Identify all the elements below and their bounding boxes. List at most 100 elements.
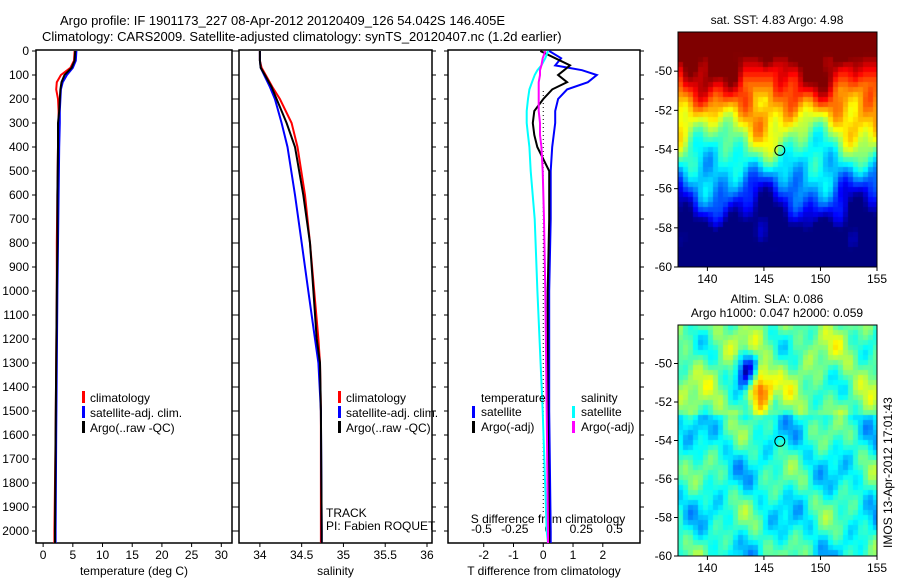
legend-swatch [338,391,341,403]
x-tick-label: 15 [126,548,140,562]
map-y-tick-label: -52 [655,395,673,409]
y-tick-label: 0 [22,44,29,58]
series-line-argo-raw-qc- [258,51,323,543]
y-tick-label: 1000 [2,284,29,298]
map-x-tick-label: 155 [867,561,887,575]
x-tick-label: 20 [155,548,169,562]
imos-timestamp-label: IMOS 13-Apr-2012 17:01:43 [881,397,895,548]
x-tick-label: 2 [599,548,606,562]
legend-label: climatology [90,391,150,405]
sst-map-image [678,32,877,267]
map-subtitle: Argo h1000: 0.047 h2000: 0.059 [691,306,863,320]
map-frame-sla-map [677,324,878,557]
y-tick-label: 700 [9,212,29,226]
legend-label: satellite [581,405,622,419]
legend-label: Argo(-adj) [581,420,634,434]
x-tick-label: 35 [337,548,351,562]
series-line-satellite-adj-clim- [258,51,323,543]
y-tick-label: 800 [9,236,29,250]
argo-location-marker [774,144,786,156]
y-tick-label: 600 [9,188,29,202]
y-tick-label: 500 [9,164,29,178]
series-line-t-argo-adj- [531,50,572,543]
map-title: sat. SST: 4.83 Argo: 4.98 [711,13,844,27]
map-y-tick-label: -50 [655,64,673,78]
y-tick-label: 1700 [2,452,29,466]
x-tick-label: 10 [96,548,110,562]
legend-swatch [82,391,85,403]
series-line-argo-raw-qc- [54,50,77,543]
y-tick-label: 300 [9,116,29,130]
legend-title-temperature: temperature [481,391,546,405]
x-tick-label: 34 [253,548,267,562]
map-y-tick-label: -54 [655,143,673,157]
x-axis-label: T difference from climatology [467,564,621,578]
map-y-tick-label: -56 [655,182,673,196]
s-tick-label: 0.25 [570,522,594,536]
map-title: Altim. SLA: 0.086 [731,292,824,306]
series-line-climatology [258,51,322,543]
y-tick-label: 900 [9,260,29,274]
legend-label: satellite-adj. clim. [346,406,438,420]
annotation-text: TRACK [326,506,367,520]
map-x-tick-label: 140 [697,272,717,286]
s-tick-label: -0.25 [501,522,529,536]
x-tick-label: 35.5 [374,548,398,562]
x-tick-label: -1 [508,548,519,562]
s-tick-label: 0.5 [606,522,623,536]
map-y-tick-label: -54 [655,434,673,448]
x-tick-label: 0 [40,548,47,562]
sla-map-image [678,325,877,556]
x-tick-label: 25 [185,548,199,562]
legend-swatch [338,421,341,433]
s-tick-label: -0.5 [471,522,492,536]
legend-swatch [472,406,475,418]
map-x-tick-label: 150 [810,272,830,286]
legend-label: climatology [346,391,406,405]
x-tick-label: 5 [69,548,76,562]
y-tick-label: 1500 [2,404,29,418]
legend-swatch [82,421,85,433]
y-tick-label: 1800 [2,476,29,490]
map-y-tick-label: -58 [655,511,673,525]
x-tick-label: 1 [570,548,577,562]
legend-label: Argo(..raw -QC) [346,421,431,435]
axes-frame-salinity [238,49,433,544]
map-y-tick-label: -50 [655,357,673,371]
y-tick-label: 1200 [2,332,29,346]
x-tick-label: 36 [420,548,434,562]
legend-swatch [572,406,575,418]
legend-swatch [338,406,341,418]
x-tick-label: 30 [215,548,229,562]
map-y-tick-label: -56 [655,472,673,486]
map-x-tick-label: 145 [754,272,774,286]
y-tick-label: 200 [9,92,29,106]
map-y-tick-label: -58 [655,221,673,235]
legend-swatch [572,421,575,433]
y-tick-label: 400 [9,140,29,154]
y-tick-label: 1300 [2,356,29,370]
series-line-s-argo-adj- [537,50,549,543]
series-line-s-satellite [525,50,549,544]
y-tick-label: 2000 [2,524,29,538]
y-tick-label: 1100 [3,308,29,322]
x-axis-label: temperature (deg C) [80,564,188,578]
x-axis-label: salinity [317,564,354,578]
figure-title-line1: Argo profile: IF 1901173_227 08-Apr-2012… [60,13,506,28]
y-tick-label: 1600 [2,428,29,442]
figure-title-line2: Climatology: CARS2009. Satellite-adjuste… [42,29,562,44]
map-y-tick-label: -60 [655,260,673,274]
annotation-text: PI: Fabien ROQUET [326,519,436,533]
x-tick-label: -2 [478,548,489,562]
legend-label: satellite-adj. clim. [90,406,182,420]
map-y-tick-label: -52 [655,103,673,117]
map-frame-sst-map [677,31,878,268]
y-tick-label: 100 [9,68,29,82]
axes-frame-difference [447,49,641,544]
legend-label: satellite [481,405,522,419]
map-x-tick-label: 150 [810,561,830,575]
map-x-tick-label: 155 [867,272,887,286]
map-x-tick-label: 145 [754,561,774,575]
